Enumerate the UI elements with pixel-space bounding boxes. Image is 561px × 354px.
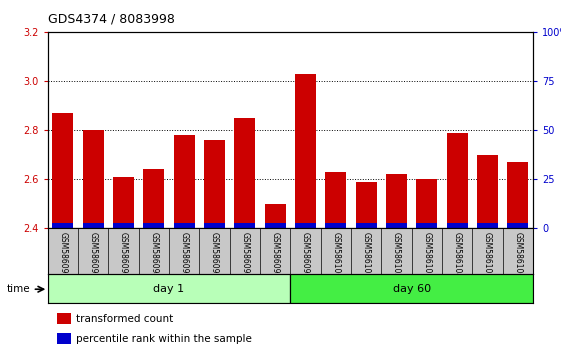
Bar — [295, 223, 316, 228]
Text: percentile rank within the sample: percentile rank within the sample — [76, 333, 252, 344]
Text: GSM586094: GSM586094 — [149, 232, 158, 278]
Text: GSM586101: GSM586101 — [362, 232, 371, 278]
Text: day 60: day 60 — [393, 284, 431, 293]
Bar — [507, 162, 528, 228]
Text: GDS4374 / 8083998: GDS4374 / 8083998 — [48, 12, 174, 25]
Bar — [204, 140, 225, 228]
Text: GSM586099: GSM586099 — [301, 232, 310, 278]
Bar — [265, 223, 286, 228]
Text: GSM586097: GSM586097 — [240, 232, 249, 278]
Bar — [113, 223, 134, 228]
Bar — [386, 223, 407, 228]
Bar — [447, 223, 468, 228]
Bar — [113, 177, 134, 228]
Text: GSM586105: GSM586105 — [483, 232, 492, 278]
Bar — [477, 155, 498, 228]
Text: GSM586096: GSM586096 — [210, 232, 219, 278]
Bar — [82, 130, 104, 228]
Text: GSM586100: GSM586100 — [332, 232, 341, 278]
Text: GSM586102: GSM586102 — [392, 232, 401, 278]
Text: GSM586095: GSM586095 — [180, 232, 188, 278]
Bar — [173, 223, 195, 228]
Text: GSM586104: GSM586104 — [453, 232, 462, 278]
Bar — [416, 223, 438, 228]
Text: transformed count: transformed count — [76, 314, 173, 324]
Bar — [52, 113, 73, 228]
Bar — [173, 135, 195, 228]
Text: GSM586098: GSM586098 — [270, 232, 279, 278]
Bar — [265, 204, 286, 228]
Text: GSM586103: GSM586103 — [422, 232, 431, 278]
Text: GSM586106: GSM586106 — [513, 232, 522, 278]
Text: GSM586091: GSM586091 — [58, 232, 67, 278]
Bar — [477, 223, 498, 228]
Bar — [52, 223, 73, 228]
Bar — [143, 223, 164, 228]
Bar — [48, 274, 291, 303]
Bar — [356, 182, 377, 228]
Bar — [57, 313, 71, 324]
Bar — [82, 223, 104, 228]
Bar — [447, 132, 468, 228]
Bar — [386, 174, 407, 228]
Bar — [234, 118, 255, 228]
Text: GSM586093: GSM586093 — [119, 232, 128, 278]
Text: day 1: day 1 — [154, 284, 185, 293]
Bar — [143, 170, 164, 228]
Text: GSM586092: GSM586092 — [89, 232, 98, 278]
Bar — [507, 223, 528, 228]
Bar — [290, 274, 533, 303]
Bar — [325, 223, 347, 228]
Text: time: time — [7, 284, 30, 294]
Bar — [356, 223, 377, 228]
Bar — [234, 223, 255, 228]
Bar — [416, 179, 438, 228]
Bar — [204, 223, 225, 228]
Bar — [57, 333, 71, 344]
Bar — [295, 74, 316, 228]
Bar — [325, 172, 347, 228]
